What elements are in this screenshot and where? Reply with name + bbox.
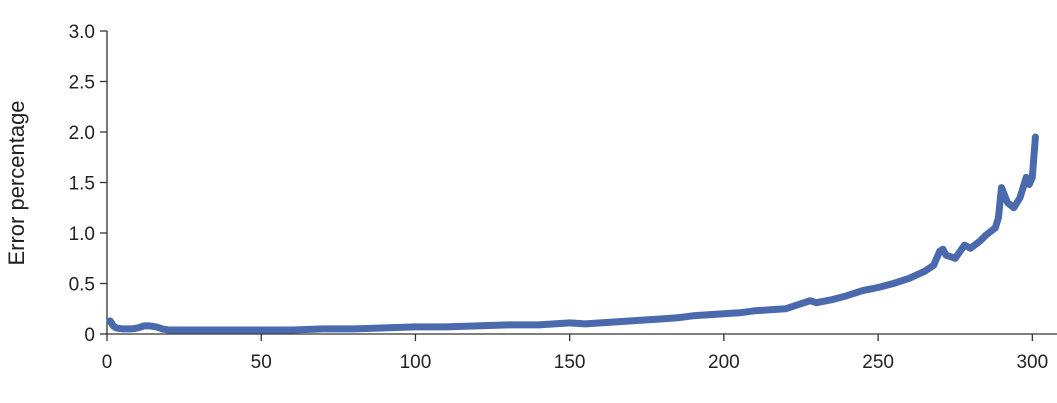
x-tick-label: 100 bbox=[400, 352, 432, 373]
y-tick-label: 0.5 bbox=[69, 275, 95, 296]
y-tick-label: 2.5 bbox=[69, 73, 95, 94]
x-tick-label: 50 bbox=[251, 352, 272, 373]
y-tick-label: 0 bbox=[84, 325, 95, 346]
x-tick-label: 0 bbox=[102, 352, 113, 373]
series-line bbox=[106, 133, 1039, 334]
y-tick-label: 1.0 bbox=[69, 224, 95, 245]
y-axis: 0 0.5 1.0 1.5 2.0 2.5 3.0 bbox=[69, 22, 108, 346]
x-tick-label: 250 bbox=[862, 352, 894, 373]
y-tick-label: 1.5 bbox=[69, 174, 95, 195]
y-axis-title: Error percentage bbox=[4, 100, 29, 265]
y-tick-label: 3.0 bbox=[69, 22, 95, 43]
series-group bbox=[106, 133, 1039, 334]
y-tick-label: 2.0 bbox=[69, 123, 95, 144]
x-axis: 0 50 100 150 200 250 300 bbox=[102, 333, 1057, 373]
x-tick-label: 150 bbox=[554, 352, 586, 373]
x-tick-label: 300 bbox=[1016, 352, 1048, 373]
x-tick-label: 200 bbox=[708, 352, 740, 373]
